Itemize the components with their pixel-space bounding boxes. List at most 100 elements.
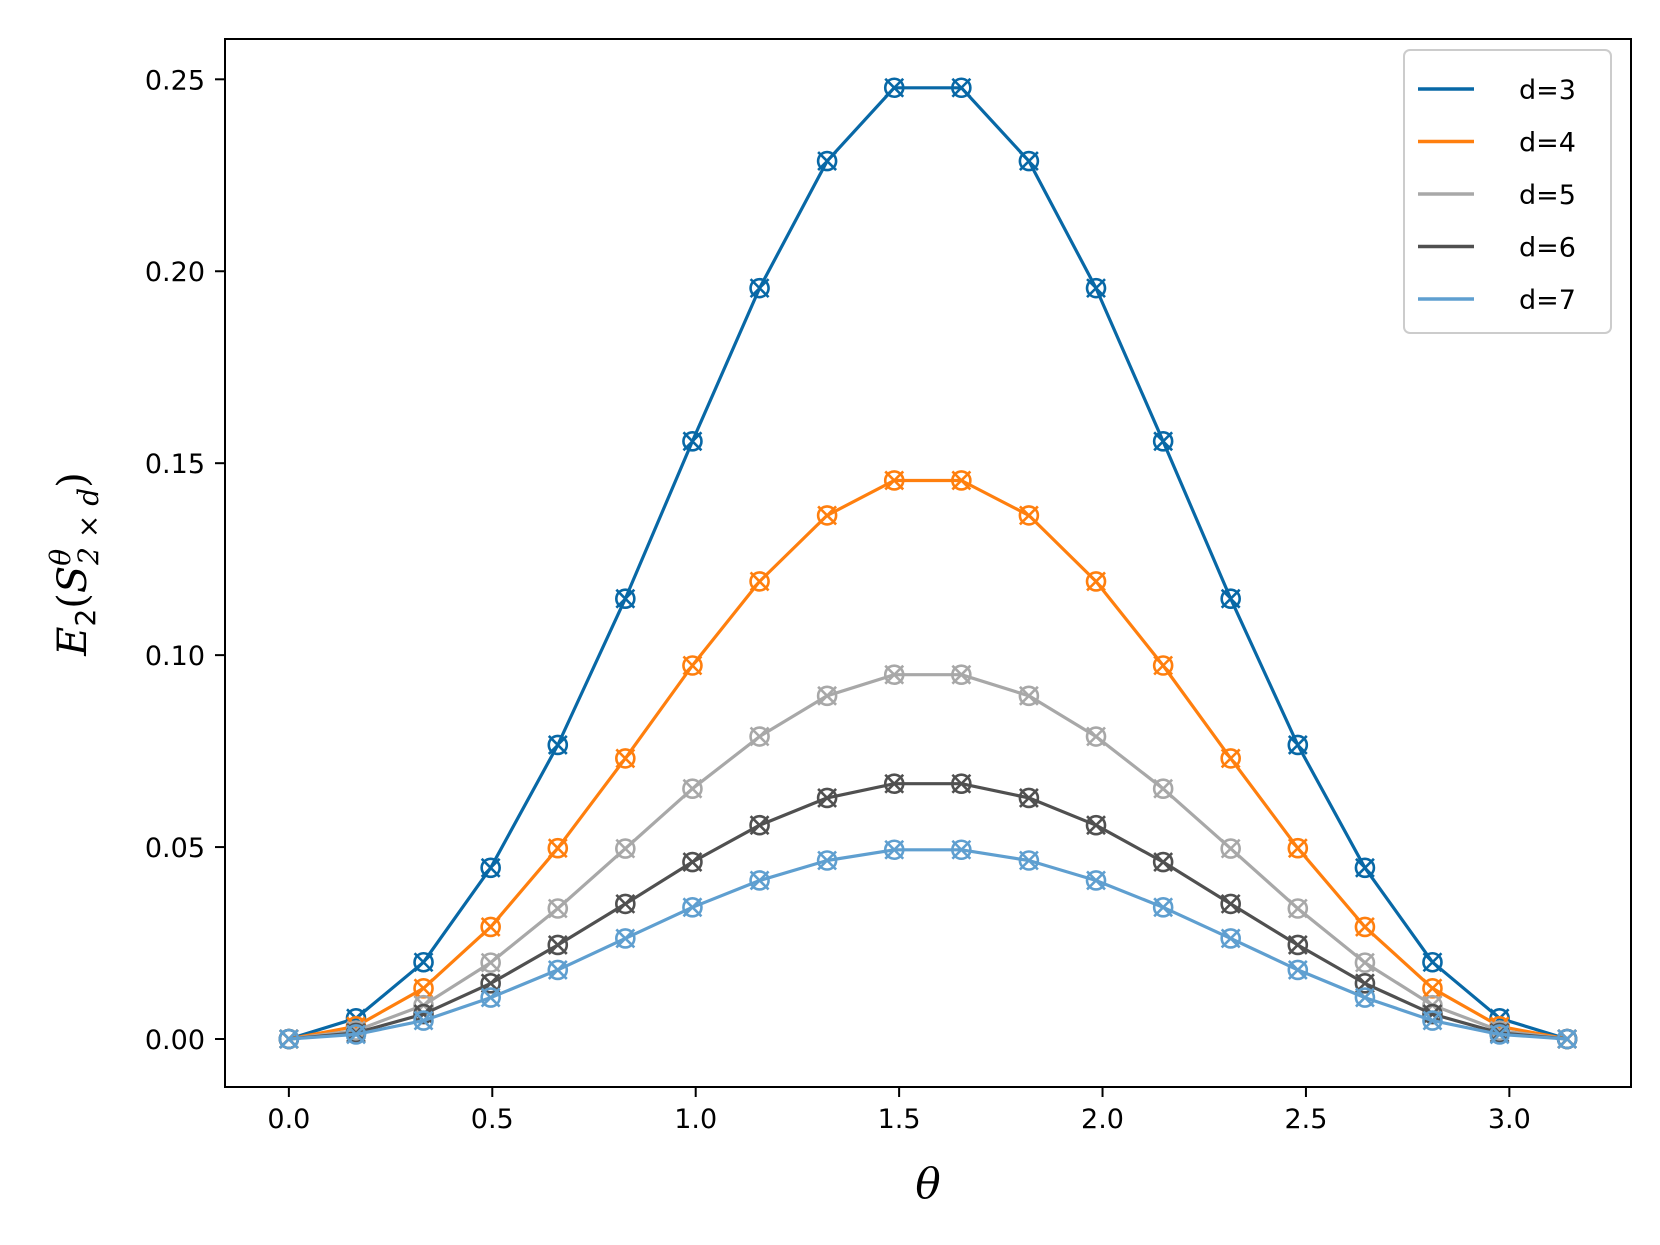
marker-x [1018, 505, 1039, 526]
marker-circle [816, 505, 838, 526]
marker-x [1355, 857, 1375, 878]
marker-x [749, 870, 770, 891]
y-axis-label: E2(Sθ2 × d) [44, 472, 105, 657]
x-tick-label: 2.5 [1284, 1104, 1327, 1135]
marker-x [1086, 278, 1106, 299]
marker-circle [816, 850, 838, 871]
x-tick-label: 0.5 [471, 1104, 514, 1135]
x-tick-label: 1.0 [674, 1104, 717, 1135]
marker-circle [951, 773, 972, 795]
marker-x [817, 151, 838, 171]
marker-circle [749, 870, 770, 891]
marker-x [1018, 788, 1039, 808]
marker-circle [816, 685, 838, 707]
y-tick-label: 0.15 [145, 449, 205, 480]
marker-x [1086, 815, 1106, 836]
series-line [288, 782, 1568, 1041]
marker-circle [749, 277, 770, 299]
marker-circle [278, 1028, 300, 1050]
series-line [288, 86, 1568, 1041]
marker-x [615, 748, 636, 769]
plot-frame [224, 38, 1632, 1088]
marker-circle [1287, 734, 1309, 756]
marker-circle [1085, 726, 1107, 747]
marker-circle [1422, 1003, 1443, 1025]
marker-x [1287, 959, 1308, 980]
x-tick-label: 2.0 [1081, 1104, 1124, 1135]
marker-circle [1287, 934, 1309, 956]
marker-circle [1422, 951, 1443, 973]
y-axis: 0.00 0.05 0.10 0.15 0.20 0.25 [145, 65, 225, 1056]
marker-circle [1220, 928, 1241, 949]
marker-circle [883, 664, 905, 686]
marker-circle [1220, 893, 1241, 915]
y-tick-label: 0.25 [145, 65, 205, 96]
marker-circle [1489, 1024, 1510, 1045]
series-d=7 [278, 839, 1578, 1050]
marker-circle [1220, 838, 1241, 859]
marker-x [1422, 952, 1443, 973]
x-tick-label: 0.0 [267, 1104, 310, 1135]
marker-x [547, 735, 568, 755]
marker-circle [615, 838, 636, 859]
marker-x [615, 838, 636, 859]
marker-circle [1018, 150, 1040, 172]
marker-x [615, 588, 636, 609]
marker-circle [1354, 857, 1376, 879]
marker-x [1355, 917, 1375, 937]
marker-x [1287, 935, 1308, 955]
marker-x [413, 1010, 434, 1031]
marker-circle [480, 916, 501, 938]
marker-circle [1152, 431, 1174, 452]
marker-circle [1152, 897, 1174, 918]
svg-text:E2(Sθ2 × d): E2(Sθ2 × d) [44, 472, 105, 657]
marker-circle [951, 839, 972, 861]
x-axis: 0.0 0.5 1.0 1.5 2.0 2.5 3.0 [267, 1087, 1531, 1135]
marker-circle [480, 857, 501, 879]
marker-x [749, 726, 770, 747]
legend-label: d=5 [1519, 180, 1576, 211]
marker-circle [1422, 1010, 1443, 1031]
marker-x [1153, 655, 1174, 676]
marker-x [1220, 928, 1241, 949]
series-line [288, 673, 1568, 1041]
marker-x [1220, 748, 1241, 769]
marker-circle [615, 928, 636, 949]
marker-x [1489, 1024, 1510, 1045]
marker-x [951, 664, 972, 685]
marker-circle [883, 470, 905, 491]
marker-x [480, 917, 501, 937]
marker-x [682, 852, 703, 872]
marker-x [1153, 852, 1174, 872]
marker-circle [1152, 655, 1174, 676]
marker-x [547, 959, 568, 980]
marker-x [817, 788, 838, 808]
marker-x [480, 857, 501, 878]
marker-circle [1220, 748, 1241, 769]
marker-circle [1287, 898, 1309, 919]
marker-x [1287, 898, 1308, 919]
marker-circle [1152, 778, 1174, 800]
marker-x [1287, 735, 1308, 755]
marker-circle [682, 431, 703, 452]
marker-circle [413, 1010, 434, 1031]
marker-x [413, 952, 434, 973]
marker-circle [615, 748, 636, 769]
marker-x [682, 897, 703, 918]
marker-circle [345, 1024, 367, 1045]
marker-x [749, 278, 770, 299]
x-tick-label: 3.0 [1488, 1104, 1531, 1135]
y-tick-label: 0.05 [145, 833, 205, 864]
marker-circle [1085, 571, 1107, 592]
marker-x [951, 77, 972, 98]
marker-circle [883, 77, 905, 99]
legend-label: d=7 [1519, 285, 1576, 316]
marker-circle [1018, 850, 1040, 871]
marker-circle [1354, 973, 1376, 994]
marker-x [413, 978, 434, 999]
marker-circle [1556, 1028, 1578, 1050]
marker-x [884, 77, 905, 98]
marker-circle [1018, 505, 1040, 526]
marker-circle [1085, 870, 1107, 891]
marker-x [1220, 838, 1241, 859]
